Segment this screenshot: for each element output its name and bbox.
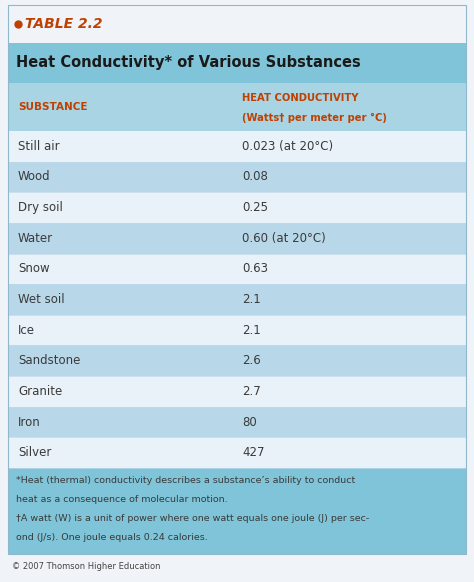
Text: heat as a consequence of molecular motion.: heat as a consequence of molecular motio…: [16, 495, 228, 504]
Text: 2.6: 2.6: [242, 354, 261, 367]
Text: *Heat (thermal) conductivity describes a substance’s ability to conduct: *Heat (thermal) conductivity describes a…: [16, 476, 355, 485]
FancyBboxPatch shape: [8, 437, 466, 468]
Text: ond (J/s). One joule equals 0.24 calories.: ond (J/s). One joule equals 0.24 calorie…: [16, 533, 208, 542]
Text: Water: Water: [18, 232, 53, 244]
Text: Snow: Snow: [18, 262, 50, 275]
Text: Sandstone: Sandstone: [18, 354, 81, 367]
Text: 0.63: 0.63: [242, 262, 268, 275]
FancyBboxPatch shape: [8, 284, 466, 315]
FancyBboxPatch shape: [8, 131, 466, 162]
FancyBboxPatch shape: [8, 315, 466, 346]
FancyBboxPatch shape: [8, 407, 466, 437]
FancyBboxPatch shape: [8, 223, 466, 254]
FancyBboxPatch shape: [8, 346, 466, 376]
Text: HEAT CONDUCTIVITY: HEAT CONDUCTIVITY: [242, 93, 358, 104]
Text: TABLE 2.2: TABLE 2.2: [25, 17, 102, 31]
FancyBboxPatch shape: [8, 254, 466, 284]
Text: Ice: Ice: [18, 324, 35, 336]
FancyBboxPatch shape: [8, 5, 466, 43]
Text: 2.1: 2.1: [242, 293, 261, 306]
Text: Wet soil: Wet soil: [18, 293, 64, 306]
Text: Granite: Granite: [18, 385, 62, 398]
Text: 0.60 (at 20°C): 0.60 (at 20°C): [242, 232, 326, 244]
Text: 0.25: 0.25: [242, 201, 268, 214]
Text: 0.08: 0.08: [242, 171, 268, 183]
FancyBboxPatch shape: [8, 83, 466, 131]
FancyBboxPatch shape: [8, 162, 466, 192]
Text: Iron: Iron: [18, 416, 41, 428]
FancyBboxPatch shape: [8, 43, 466, 83]
Text: 80: 80: [242, 416, 257, 428]
Text: Dry soil: Dry soil: [18, 201, 63, 214]
Text: 427: 427: [242, 446, 264, 459]
FancyBboxPatch shape: [8, 192, 466, 223]
Text: 2.7: 2.7: [242, 385, 261, 398]
FancyBboxPatch shape: [8, 376, 466, 407]
FancyBboxPatch shape: [8, 468, 466, 554]
Text: Still air: Still air: [18, 140, 60, 153]
Text: (Watts† per meter per °C): (Watts† per meter per °C): [242, 112, 387, 123]
Text: Silver: Silver: [18, 446, 51, 459]
Text: 0.023 (at 20°C): 0.023 (at 20°C): [242, 140, 333, 153]
Text: Heat Conductivity* of Various Substances: Heat Conductivity* of Various Substances: [16, 55, 361, 70]
Text: Wood: Wood: [18, 171, 51, 183]
Text: © 2007 Thomson Higher Education: © 2007 Thomson Higher Education: [12, 562, 161, 571]
Text: †A watt (W) is a unit of power where one watt equals one joule (J) per sec-: †A watt (W) is a unit of power where one…: [16, 514, 369, 523]
Text: 2.1: 2.1: [242, 324, 261, 336]
Text: SUBSTANCE: SUBSTANCE: [18, 102, 88, 112]
